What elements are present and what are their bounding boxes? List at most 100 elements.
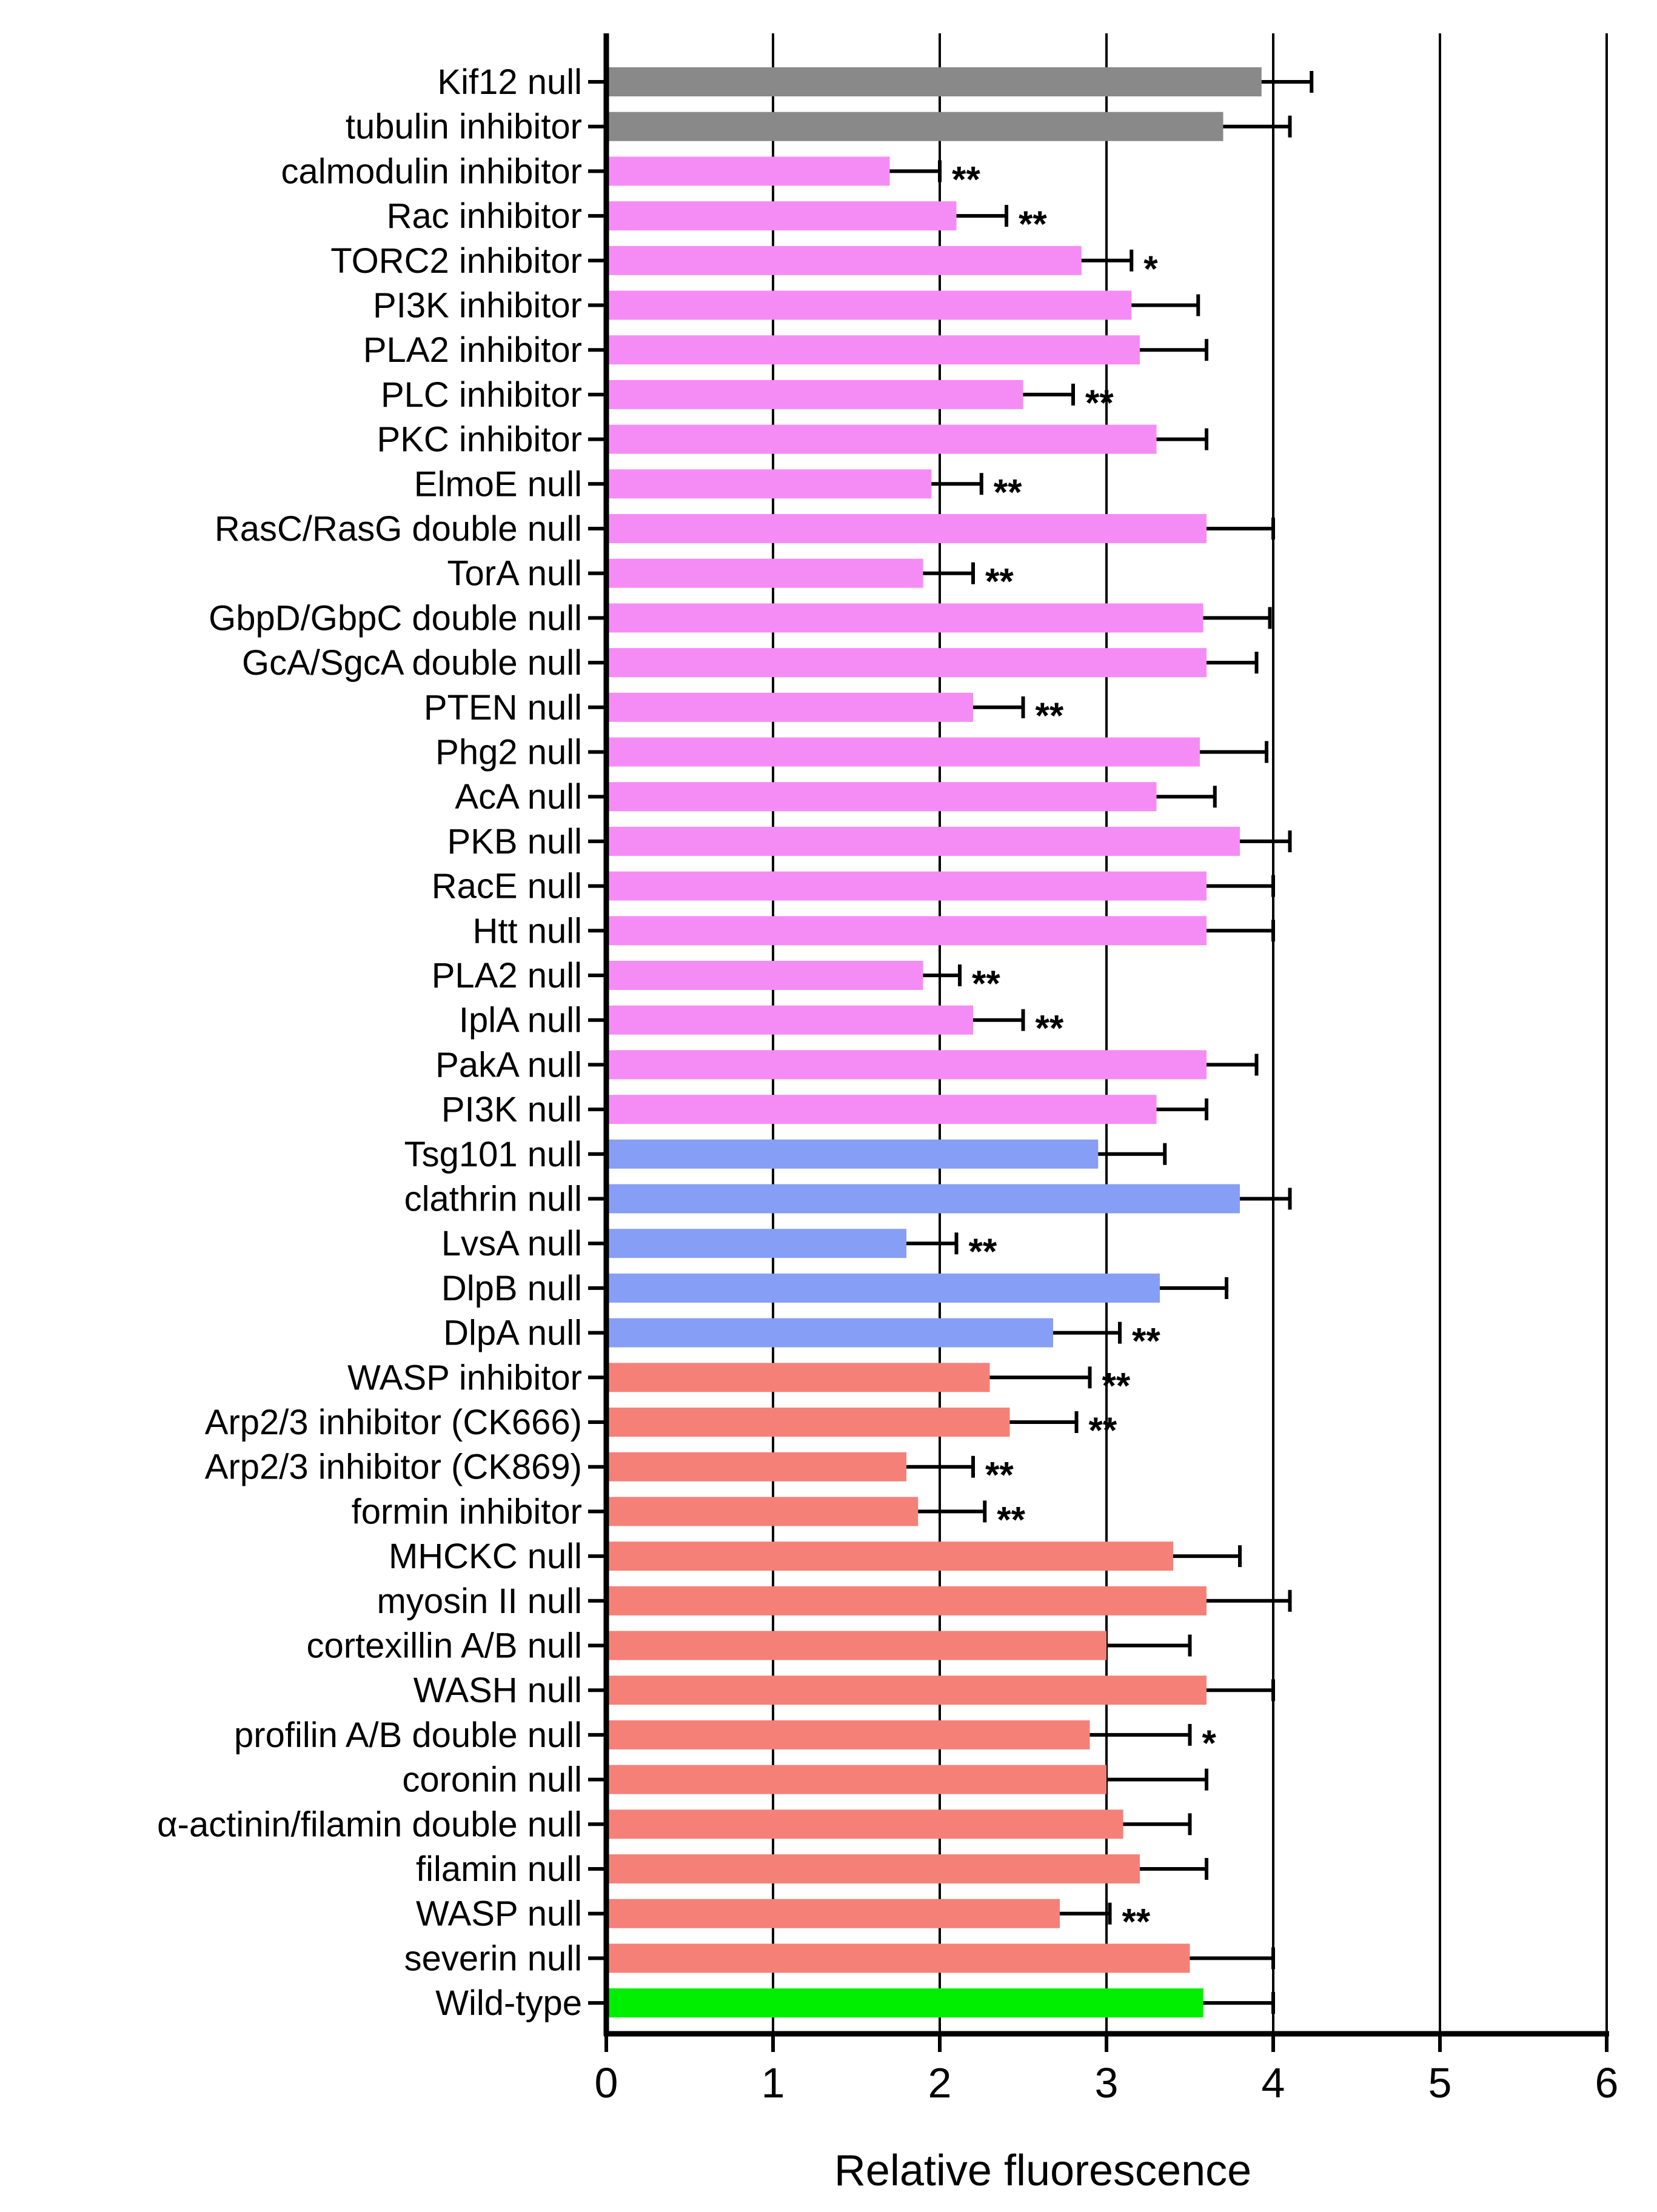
- bar-25: [606, 1139, 1099, 1169]
- bar-8: [606, 379, 1023, 409]
- significance-8: **: [1085, 383, 1114, 423]
- category-label-29: DlpA null: [443, 1314, 582, 1353]
- category-label-13: GbpD/GbpC double null: [209, 598, 582, 638]
- category-label-14: GcA/SgcA double null: [242, 643, 582, 683]
- category-label-3: calmodulin inhibitor: [281, 152, 582, 191]
- bar-6: [606, 290, 1132, 320]
- bar-28: [606, 1273, 1160, 1303]
- significance-4: **: [1019, 204, 1047, 244]
- category-label-11: RasC/RasG double null: [215, 509, 582, 549]
- category-label-44: Wild-type: [435, 1983, 582, 2023]
- category-label-40: α-actinin/filamin double null: [157, 1805, 582, 1844]
- significance-21: **: [972, 963, 1000, 1004]
- bar-4: [606, 201, 957, 231]
- significance-15: **: [1036, 695, 1064, 736]
- category-label-33: formin inhibitor: [352, 1492, 582, 1531]
- x-tick-label-4: 4: [1262, 2059, 1285, 2107]
- bar-21: [606, 961, 923, 990]
- significance-38: *: [1202, 1723, 1217, 1763]
- significance-32: **: [985, 1455, 1014, 1495]
- significance-29: **: [1132, 1321, 1160, 1362]
- bar-23: [606, 1050, 1207, 1080]
- category-label-10: ElmoE null: [414, 464, 582, 504]
- category-label-20: Htt null: [472, 911, 582, 951]
- category-label-26: clathrin null: [404, 1180, 582, 1219]
- bar-35: [606, 1586, 1207, 1616]
- category-label-21: PLA2 null: [432, 956, 582, 995]
- bar-1: [606, 67, 1262, 96]
- bar-31: [606, 1408, 1010, 1437]
- bar-26: [606, 1184, 1240, 1214]
- category-label-38: profilin A/B double null: [234, 1716, 582, 1755]
- category-label-12: TorA null: [447, 554, 582, 593]
- category-label-30: WASP inhibitor: [347, 1358, 582, 1397]
- bar-34: [606, 1542, 1173, 1571]
- bar-5: [606, 246, 1082, 275]
- category-label-31: Arp2/3 inhibitor (CK666): [205, 1403, 582, 1442]
- category-label-22: IplA null: [459, 1001, 582, 1040]
- bar-36: [606, 1631, 1106, 1660]
- category-label-25: Tsg101 null: [404, 1135, 582, 1174]
- bar-30: [606, 1363, 990, 1392]
- category-label-36: cortexillin A/B null: [306, 1626, 582, 1666]
- significance-31: **: [1089, 1410, 1117, 1451]
- x-tick-label-2: 2: [928, 2059, 952, 2107]
- x-tick-label-5: 5: [1428, 2059, 1452, 2107]
- bar-16: [606, 737, 1200, 767]
- category-label-23: PakA null: [435, 1045, 582, 1084]
- category-label-2: tubulin inhibitor: [346, 107, 582, 147]
- bar-17: [606, 782, 1157, 812]
- axes: [588, 33, 1609, 2052]
- significance-5: *: [1143, 249, 1158, 289]
- category-label-32: Arp2/3 inhibitor (CK869): [205, 1448, 582, 1487]
- significance-3: **: [952, 159, 980, 199]
- category-label-27: LvsA null: [441, 1224, 582, 1263]
- category-label-1: Kif12 null: [437, 62, 582, 102]
- category-label-41: filamin null: [416, 1849, 582, 1889]
- bar-41: [606, 1854, 1140, 1883]
- bar-33: [606, 1497, 919, 1526]
- category-label-17: AcA null: [455, 777, 582, 817]
- category-label-9: PKC inhibitor: [377, 420, 582, 459]
- bar-3: [606, 156, 890, 186]
- category-label-37: WASH null: [413, 1671, 582, 1710]
- significance-30: **: [1102, 1365, 1131, 1406]
- category-label-8: PLC inhibitor: [381, 375, 582, 415]
- bar-13: [606, 603, 1203, 633]
- category-label-5: TORC2 inhibitor: [330, 241, 582, 281]
- bar-37: [606, 1676, 1207, 1705]
- bar-20: [606, 916, 1207, 946]
- x-tick-label-6: 6: [1595, 2059, 1619, 2107]
- bar-11: [606, 514, 1207, 543]
- category-label-16: Phg2 null: [435, 733, 582, 772]
- x-axis-title: Relative fluorescence: [834, 2147, 1251, 2195]
- bar-39: [606, 1765, 1106, 1794]
- bar-44: [606, 1988, 1203, 2018]
- significance-12: **: [985, 561, 1014, 602]
- significance-33: **: [997, 1499, 1025, 1540]
- significance-42: **: [1122, 1902, 1151, 1942]
- category-label-18: PKB null: [447, 822, 582, 861]
- category-label-6: PI3K inhibitor: [373, 286, 582, 326]
- x-tick-label-3: 3: [1095, 2059, 1119, 2107]
- category-label-4: Rac inhibitor: [387, 196, 582, 236]
- bars: [606, 67, 1262, 2018]
- x-tick-label-1: 1: [762, 2059, 785, 2107]
- bar-32: [606, 1452, 906, 1482]
- x-tick-labels: 0 1 2 3 4 5 6: [595, 2059, 1619, 2107]
- significance-10: **: [994, 472, 1022, 512]
- bar-10: [606, 469, 932, 499]
- bar-2: [606, 112, 1224, 141]
- bar-19: [606, 871, 1207, 901]
- bar-38: [606, 1720, 1090, 1749]
- bar-24: [606, 1095, 1157, 1124]
- category-labels: Kif12 null tubulin inhibitor calmodulin in…: [157, 62, 582, 2023]
- bar-40: [606, 1809, 1123, 1839]
- category-label-35: myosin II null: [377, 1582, 582, 1621]
- bar-7: [606, 335, 1140, 365]
- bar-18: [606, 826, 1240, 856]
- bar-12: [606, 558, 923, 588]
- bar-22: [606, 1005, 973, 1035]
- bar-14: [606, 648, 1207, 678]
